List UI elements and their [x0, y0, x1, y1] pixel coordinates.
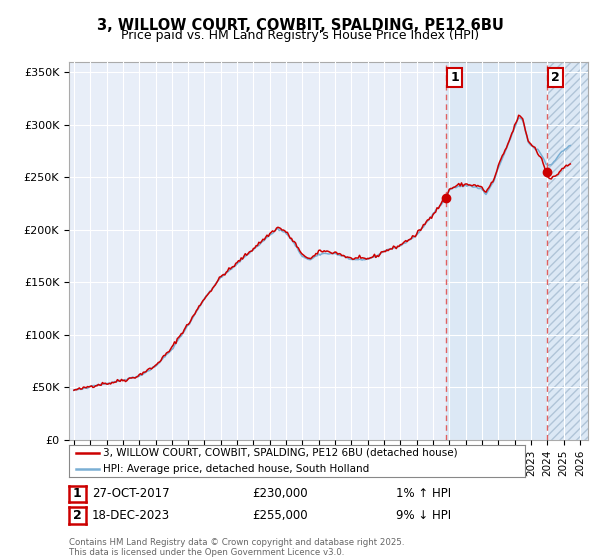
- Bar: [446, 62, 547, 440]
- Text: HPI: Average price, detached house, South Holland: HPI: Average price, detached house, Sout…: [103, 464, 370, 474]
- Bar: [547, 62, 588, 440]
- Text: 27-OCT-2017: 27-OCT-2017: [92, 487, 169, 501]
- Text: 3, WILLOW COURT, COWBIT, SPALDING, PE12 6BU: 3, WILLOW COURT, COWBIT, SPALDING, PE12 …: [97, 18, 503, 33]
- Text: 3, WILLOW COURT, COWBIT, SPALDING, PE12 6BU (detached house): 3, WILLOW COURT, COWBIT, SPALDING, PE12 …: [103, 448, 458, 458]
- Text: 2: 2: [551, 71, 560, 84]
- Text: 18-DEC-2023: 18-DEC-2023: [92, 508, 170, 522]
- Text: £230,000: £230,000: [252, 487, 308, 501]
- Text: 9% ↓ HPI: 9% ↓ HPI: [396, 508, 451, 522]
- Text: Price paid vs. HM Land Registry's House Price Index (HPI): Price paid vs. HM Land Registry's House …: [121, 29, 479, 42]
- Text: Contains HM Land Registry data © Crown copyright and database right 2025.
This d: Contains HM Land Registry data © Crown c…: [69, 538, 404, 557]
- Text: £255,000: £255,000: [252, 508, 308, 522]
- Text: 1: 1: [73, 487, 82, 501]
- Text: 1% ↑ HPI: 1% ↑ HPI: [396, 487, 451, 501]
- Text: 2: 2: [73, 508, 82, 522]
- Text: 1: 1: [451, 71, 459, 84]
